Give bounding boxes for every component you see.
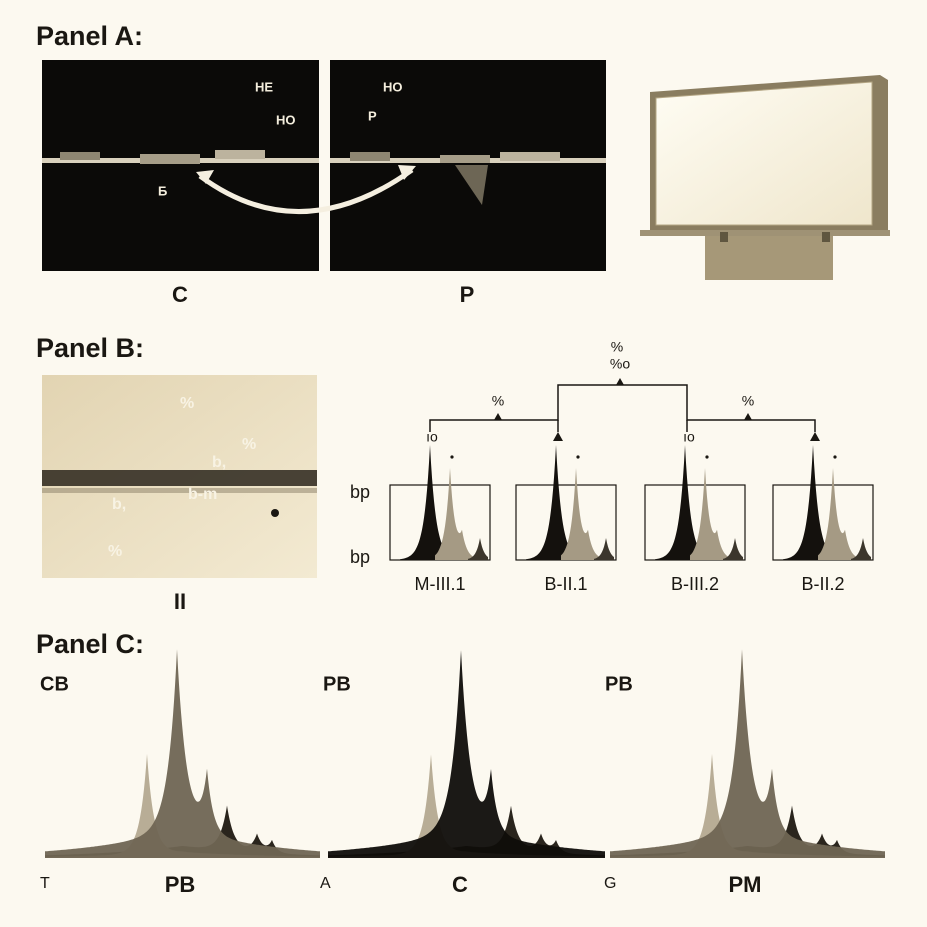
billboard [640, 75, 890, 280]
panel-title: Panel A: [36, 21, 143, 51]
peak [655, 445, 715, 560]
peak [435, 468, 475, 560]
peak [723, 538, 743, 560]
image-label: Б [158, 183, 167, 198]
caption: C [172, 282, 188, 307]
peak [594, 538, 614, 560]
plot-label: PB [323, 673, 351, 695]
image-label: HE [255, 79, 273, 94]
tree-label: ıo [426, 429, 438, 445]
gel-band [42, 488, 317, 493]
trace [610, 649, 885, 858]
caption: PB [165, 872, 196, 897]
caption: P [460, 282, 475, 307]
panel-title: Panel C: [36, 629, 144, 659]
peak-marker [833, 455, 837, 459]
axis-label: T [40, 875, 50, 892]
tree-label: % [742, 393, 754, 409]
tree [429, 384, 816, 432]
peak [561, 468, 601, 560]
gel-label: % [242, 436, 256, 453]
gel-label: % [108, 543, 122, 560]
gel-label: b, [112, 496, 126, 513]
caption: II [174, 589, 186, 614]
panel-title: Panel B: [36, 333, 144, 363]
gel-label: b-m [188, 486, 217, 503]
sample-label: M-III.1 [414, 574, 465, 594]
sample-label: B-II.1 [544, 574, 587, 594]
gel-spot [271, 509, 279, 517]
peak [526, 445, 586, 560]
trace [45, 649, 320, 858]
image-label: P [368, 108, 377, 123]
tree-label: %o [610, 356, 630, 372]
image-label: HO [383, 79, 403, 94]
peak-marker [450, 455, 454, 459]
axis-label: A [320, 875, 331, 892]
trace [328, 650, 605, 858]
tree-label: % [611, 339, 623, 355]
peak [818, 468, 858, 560]
axis-label: G [604, 875, 616, 892]
peak [400, 445, 460, 560]
peak [468, 538, 488, 560]
tree-node [494, 378, 820, 441]
axis-label: bp [350, 547, 370, 567]
sample-label: B-II.2 [801, 574, 844, 594]
gel-label: % [180, 395, 194, 412]
image [42, 60, 319, 271]
image-label: HO [276, 112, 296, 127]
band [42, 150, 606, 205]
sample-label: B-III.2 [671, 574, 719, 594]
caption: PM [729, 872, 762, 897]
axis-label: bp [350, 482, 370, 502]
peak [690, 468, 730, 560]
peak [783, 445, 843, 560]
plot-label: PB [605, 673, 633, 695]
tree-label: % [492, 393, 504, 409]
peak-marker [705, 455, 709, 459]
gel-band [42, 470, 317, 486]
gel-label: b, [212, 454, 226, 471]
caption: C [452, 872, 468, 897]
peak [851, 538, 871, 560]
plot-label: CB [40, 673, 69, 695]
tree-label: ıo [683, 429, 695, 445]
peak-marker [576, 455, 580, 459]
arrow [198, 167, 414, 214]
